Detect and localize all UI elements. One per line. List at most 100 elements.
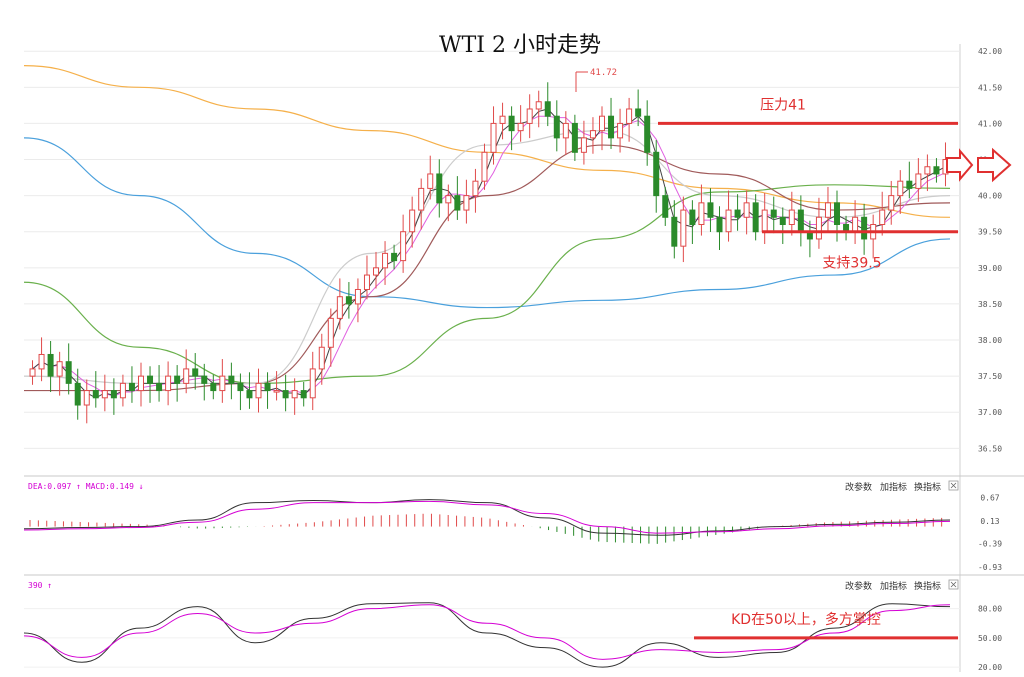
ma-line-2 <box>23 184 951 384</box>
candle-body <box>101 390 108 399</box>
candle-body <box>327 317 334 348</box>
price-tick-label: 39.00 <box>978 264 1002 273</box>
price-y-axis: 42.0041.5041.0040.5040.0039.5039.0038.50… <box>978 47 1002 453</box>
candle-body <box>192 368 199 377</box>
candle-body <box>671 216 678 247</box>
price-tick-label: 37.00 <box>978 408 1002 417</box>
candle-body <box>879 209 886 226</box>
candle-body <box>418 187 425 211</box>
price-tick-label: 40.00 <box>978 192 1002 201</box>
macd-tick-label: -0.93 <box>978 563 1002 572</box>
price-tick-label: 38.00 <box>978 336 1002 345</box>
candle-body <box>427 173 434 189</box>
price-tick-label: 39.50 <box>978 228 1002 237</box>
chart-title: WTI 2 小时走势 <box>439 33 601 58</box>
candle-body <box>210 382 217 392</box>
kd-annotation: KD在50以上，多方掌控 <box>731 611 881 628</box>
candle-body <box>201 375 208 384</box>
candle-body <box>689 209 696 226</box>
macd-panel: 0.67 0.13 -0.39 -0.93 <box>23 493 1002 572</box>
candle-body <box>499 115 506 124</box>
candle-body <box>445 195 452 204</box>
macd-edit-params-button[interactable]: 改参数 <box>845 481 872 493</box>
candle-body <box>400 231 407 262</box>
candle-body <box>174 375 181 384</box>
candle-body <box>761 209 768 233</box>
candle-body <box>318 346 325 370</box>
candle-body <box>517 122 524 132</box>
candle-body <box>490 122 497 153</box>
candle-body <box>535 101 542 110</box>
candle-body <box>635 108 642 117</box>
candle-body <box>897 180 904 197</box>
price-tick-label: 38.50 <box>978 300 1002 309</box>
macd-switch-indicator-button[interactable]: 换指标 <box>914 481 941 493</box>
candle-body <box>589 130 596 139</box>
candle-body <box>409 209 416 233</box>
candle-body <box>598 115 605 132</box>
macd-dif-line <box>23 499 951 536</box>
candle-body <box>571 122 578 153</box>
candle-body <box>924 166 931 175</box>
candle-body <box>824 202 831 218</box>
candle-body <box>246 390 253 399</box>
kd-k-line <box>23 602 951 668</box>
candle-body <box>915 173 922 189</box>
price-tick-label: 42.00 <box>978 47 1002 56</box>
kd-add-indicator-button[interactable]: 加指标 <box>880 580 907 592</box>
candle-body <box>282 390 289 399</box>
candle-body <box>815 216 822 240</box>
candle-layer <box>29 82 949 424</box>
kd-edit-params-button[interactable]: 改参数 <box>845 580 872 592</box>
candle-body <box>137 375 144 392</box>
candle-body <box>363 274 370 290</box>
candle-body <box>734 209 741 218</box>
candle-body <box>56 361 63 377</box>
candle-body <box>834 202 841 226</box>
kd-tick-label: 80.00 <box>978 605 1002 614</box>
kd-tick-label: 50.00 <box>978 634 1002 643</box>
candle-body <box>83 390 90 406</box>
kd-panel-buttons: 改参数 加指标 换指标 <box>845 579 959 592</box>
price-tick-label: 37.50 <box>978 372 1002 381</box>
price-panel-bg <box>24 44 960 476</box>
candle-body <box>788 209 795 226</box>
candle-body <box>626 108 633 124</box>
candle-body <box>698 202 705 226</box>
candle-body <box>716 216 723 233</box>
candle-body <box>29 368 36 377</box>
annotation-layer: 压力41 支持39.5 <box>658 97 958 272</box>
kd-switch-indicator-button[interactable]: 换指标 <box>914 580 941 592</box>
candle-body <box>472 180 479 197</box>
candle-body <box>373 267 380 276</box>
candle-body <box>797 209 804 233</box>
ma-line-1 <box>23 137 951 309</box>
candle-body <box>888 195 895 211</box>
candle-body <box>165 375 172 392</box>
candle-body <box>481 151 488 182</box>
candle-body <box>228 375 235 384</box>
candle-body <box>309 368 316 399</box>
candle-body <box>526 108 533 124</box>
candle-body <box>273 390 280 393</box>
macd-close-icon[interactable] <box>948 480 959 491</box>
candle-body <box>662 195 669 218</box>
macd-add-indicator-button[interactable]: 加指标 <box>880 481 907 493</box>
candle-body <box>743 202 750 218</box>
candle-body <box>933 166 940 175</box>
macd-panel-buttons: 改参数 加指标 换指标 <box>845 480 959 493</box>
macd-tick-label: 0.67 <box>980 493 999 502</box>
candle-body <box>752 202 759 233</box>
macd-tick-label: 0.13 <box>980 517 999 526</box>
candle-body <box>336 296 343 319</box>
kd-close-icon[interactable] <box>948 579 959 590</box>
candle-body <box>617 122 624 139</box>
candle-body <box>779 216 786 226</box>
candle-body <box>147 375 154 384</box>
candle-body <box>454 195 461 211</box>
candle-body <box>47 353 54 377</box>
candle-body <box>38 353 45 370</box>
kd-panel: 80.00 50.00 20.00 KD在50以上，多方掌控 <box>23 602 1002 672</box>
